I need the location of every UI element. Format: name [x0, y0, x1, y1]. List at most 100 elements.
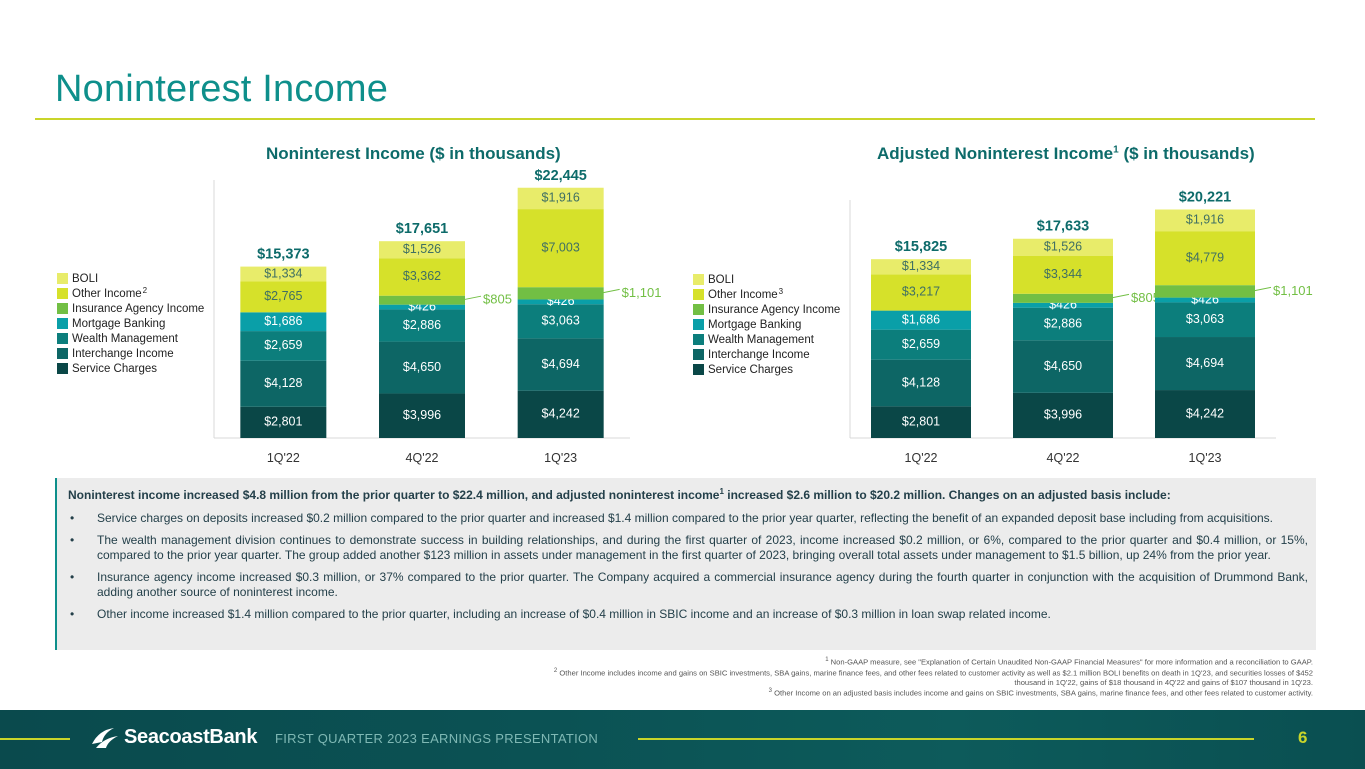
x-tick-label: 1Q'22	[905, 451, 938, 465]
bar-segment-service-charges	[871, 406, 971, 438]
legend-item-boli: BOLI	[693, 272, 840, 287]
chart-title-left: Noninterest Income ($ in thousands)	[266, 144, 561, 164]
legend-label: Service Charges	[72, 362, 158, 375]
legend-sup: 3	[778, 287, 784, 296]
bar-segment-other-income	[517, 209, 604, 288]
data-label-insurance: $805	[1131, 290, 1160, 305]
summary-lead-b: increased $2.6 million to $20.2 million.…	[723, 488, 1171, 502]
legend-swatch	[693, 364, 704, 375]
summary-bullet: Service charges on deposits increased $0…	[68, 511, 1308, 526]
total-label: $15,373	[257, 247, 309, 263]
data-label-wealth-management: $2,659	[264, 338, 302, 352]
summary-lead-sup: 1	[719, 487, 724, 496]
footnote-2-text: Other Income includes income and gains o…	[557, 668, 1313, 687]
bar-segment-mortgage-banking	[517, 299, 604, 305]
footer-line-left	[0, 738, 70, 740]
footnote-1-text: Non-GAAP measure, see "Explanation of Ce…	[828, 657, 1313, 667]
data-label-wealth-management: $2,886	[1044, 316, 1082, 330]
data-label-service-charges: $2,801	[264, 415, 302, 429]
bar-segment-other-income	[871, 274, 971, 311]
data-label-service-charges: $4,242	[1186, 406, 1224, 420]
legend-swatch	[693, 334, 704, 345]
data-label-service-charges: $3,996	[1044, 408, 1082, 422]
x-tick-label: 1Q'23	[544, 451, 577, 465]
data-label-boli: $1,526	[1044, 240, 1082, 254]
bar-segment-interchange-income	[1013, 340, 1113, 393]
footer-presentation-title: FIRST QUARTER 2023 EARNINGS PRESENTATION	[275, 731, 599, 746]
summary-box: Noninterest income increased $4.8 millio…	[55, 478, 1316, 650]
data-label-wealth-management: $2,659	[902, 337, 940, 351]
total-label: $20,221	[1179, 190, 1231, 206]
legend-label: Insurance Agency Income	[708, 303, 841, 316]
bar-segment-wealth-management	[517, 304, 604, 339]
legend-item-wealth-management: Wealth Management	[693, 332, 840, 347]
bar-segment-boli	[1013, 238, 1113, 256]
callout-line	[1250, 286, 1272, 292]
data-label-mortgage-banking: $1,686	[902, 312, 940, 326]
footer-line-right	[638, 738, 1254, 740]
callout-line	[1108, 293, 1130, 299]
x-tick-label: 1Q'22	[267, 451, 300, 465]
legend-swatch	[693, 349, 704, 360]
legend-item-interchange-income: Interchange Income	[693, 347, 840, 362]
bar-segment-interchange-income	[871, 359, 971, 407]
legend-swatch	[57, 348, 68, 359]
data-label-boli: $1,526	[403, 242, 441, 256]
total-label: $17,651	[396, 221, 448, 237]
bar-segment-boli	[240, 266, 327, 282]
legend-sup: 2	[142, 286, 148, 295]
page-number: 6	[1298, 728, 1308, 747]
bar-segment-boli	[1155, 209, 1255, 232]
footer-logo: SeacoastBank	[90, 724, 257, 750]
data-label-wealth-management: $3,063	[542, 314, 580, 328]
summary-lead: Noninterest income increased $4.8 millio…	[68, 485, 1308, 503]
bar-segment-boli	[379, 241, 465, 259]
callout-line	[460, 295, 482, 301]
data-label-mortgage-banking: $1,686	[264, 314, 302, 328]
data-label-wealth-management: $3,063	[1186, 312, 1224, 326]
legend-swatch	[57, 273, 68, 284]
bar-segment-insurance-agency-income	[1155, 285, 1255, 298]
x-tick-label: 4Q'22	[1047, 451, 1080, 465]
data-label-interchange-income: $4,650	[1044, 359, 1082, 373]
data-label-interchange-income: $4,650	[403, 360, 441, 374]
data-label-other-income: $3,344	[1044, 267, 1082, 281]
chart-title-left-text: Noninterest Income ($ in thousands)	[266, 144, 561, 163]
legend-item-mortgage-banking: Mortgage Banking	[693, 317, 840, 332]
data-label-wealth-management: $2,886	[403, 318, 441, 332]
summary-bullet: Other income increased $1.4 million comp…	[68, 607, 1308, 622]
legend-item-insurance-agency-income: Insurance Agency Income	[57, 301, 204, 316]
data-label-interchange-income: $4,694	[1186, 356, 1224, 370]
data-label-service-charges: $2,801	[902, 414, 940, 428]
legend-left: BOLI Other Income 2 Insurance Agency Income…	[57, 271, 204, 376]
summary-bullets: Service charges on deposits increased $0…	[68, 511, 1308, 622]
bar-segment-mortgage-banking	[871, 310, 971, 330]
footnote-2: 2 Other Income includes income and gains…	[553, 667, 1313, 687]
legend-item-other-income: Other Income 2	[57, 286, 204, 301]
data-label-insurance: $805	[483, 292, 512, 307]
data-label-other-income: $7,003	[542, 240, 580, 254]
footer: SeacoastBank FIRST QUARTER 2023 EARNINGS…	[0, 710, 1365, 769]
footer-logo-text: SeacoastBank	[124, 725, 258, 748]
legend-label: BOLI	[72, 272, 99, 285]
legend-swatch	[693, 289, 704, 300]
data-label-other-income: $4,779	[1186, 250, 1224, 264]
legend-right: BOLI Other Income 3 Insurance Agency Income…	[693, 272, 840, 377]
legend-swatch	[693, 304, 704, 315]
legend-swatch	[693, 274, 704, 285]
data-label-other-income: $2,765	[264, 289, 302, 303]
legend-swatch	[57, 288, 68, 299]
bar-segment-wealth-management	[379, 309, 465, 342]
chart-title-right-text: Adjusted Noninterest Income	[877, 144, 1114, 163]
legend-label: BOLI	[708, 273, 735, 286]
legend-item-service-charges: Service Charges	[693, 362, 840, 377]
bar-segment-wealth-management	[240, 331, 327, 361]
bar-segment-other-income	[240, 281, 327, 313]
bar-segment-other-income	[379, 258, 465, 296]
legend-label: Other Income	[708, 288, 778, 301]
data-label-interchange-income: $4,128	[902, 375, 940, 389]
bar-segment-wealth-management	[1013, 307, 1113, 341]
bar-segment-insurance-agency-income	[517, 287, 604, 300]
summary-bullet: The wealth management division continues…	[68, 533, 1308, 562]
